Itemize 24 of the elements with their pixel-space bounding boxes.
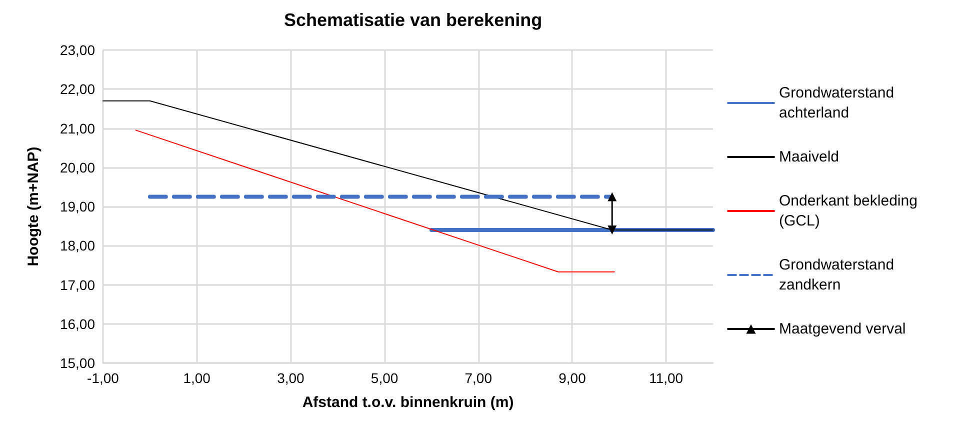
y-axis-title: Hoogte (m+NAP): [25, 146, 42, 266]
legend-label: Grondwaterstand zandkern: [779, 256, 898, 294]
legend-label: Maatgevend verval: [779, 320, 906, 338]
x-axis-title: Afstand t.o.v. binnenkruin (m): [302, 394, 514, 411]
y-tick-label: 19,00: [60, 198, 96, 214]
y-tick-label: 21,00: [60, 120, 96, 136]
y-tick-label: 16,00: [60, 316, 96, 332]
y-tick-label: 22,00: [60, 81, 96, 98]
y-tick-label: 18,00: [60, 238, 96, 254]
x-tick-label: -1,00: [87, 370, 120, 386]
x-tick-label: 11,00: [649, 370, 684, 386]
legend-label: Maaiveld: [779, 148, 840, 166]
y-tick-label: 20,00: [60, 159, 96, 176]
y-tick-label: 23,00: [60, 42, 96, 58]
x-tick-label: 9,00: [558, 370, 586, 386]
y-tick-label: 17,00: [60, 276, 96, 293]
y-tick-label: 15,00: [60, 355, 96, 371]
legend-label: Onderkant bekleding (GCL): [779, 192, 922, 230]
x-tick-label: 5,00: [370, 370, 398, 386]
x-tick-label: 3,00: [277, 370, 305, 386]
x-tick-label: 7,00: [464, 370, 492, 386]
x-tick-label: 1,00: [183, 370, 211, 386]
legend-label: Grondwaterstand achterland: [779, 84, 898, 122]
chart-title: Schematisatie van berekening: [284, 10, 542, 30]
